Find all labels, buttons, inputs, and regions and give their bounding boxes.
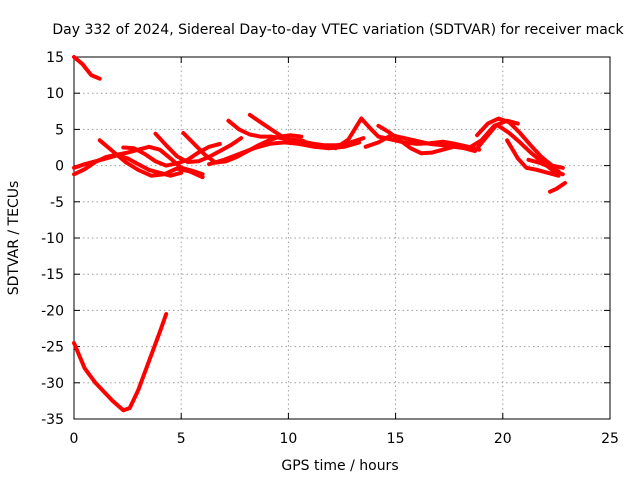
x-tick-label: 10 bbox=[279, 431, 297, 447]
y-tick-label: -15 bbox=[41, 267, 64, 283]
chart-title: Day 332 of 2024, Sidereal Day-to-day VTE… bbox=[52, 22, 624, 38]
y-tick-label: -30 bbox=[41, 376, 64, 392]
x-tick-label: 0 bbox=[70, 431, 79, 447]
series-line-track-a bbox=[72, 55, 102, 81]
y-tick-label: -10 bbox=[41, 231, 64, 247]
x-tick-label: 20 bbox=[494, 431, 512, 447]
series-line-track-s bbox=[548, 181, 567, 194]
series-line-track-j bbox=[247, 112, 366, 148]
series-line-track-q bbox=[505, 138, 561, 178]
series-line-track-b bbox=[72, 312, 169, 413]
series-line-track-g bbox=[153, 131, 244, 164]
y-axis-label: SDTVAR / TECUs bbox=[6, 181, 22, 296]
grid bbox=[74, 57, 610, 419]
x-tick-label: 5 bbox=[177, 431, 186, 447]
y-tick-label: -20 bbox=[41, 303, 64, 319]
y-tick-label: 15 bbox=[46, 50, 64, 66]
y-tick-label: 5 bbox=[55, 122, 64, 138]
x-tick-label: 25 bbox=[601, 431, 619, 447]
x-axis-ticks: 0 5 10 15 20 25 bbox=[70, 57, 619, 447]
series-line-track-f bbox=[121, 141, 222, 168]
series-line-track-m bbox=[376, 123, 499, 156]
series-line-track-r bbox=[526, 157, 561, 174]
x-axis-label: GPS time / hours bbox=[281, 458, 398, 474]
y-tick-label: -25 bbox=[41, 340, 64, 356]
series-line-track-e bbox=[97, 138, 205, 180]
y-tick-label: -35 bbox=[41, 412, 64, 428]
data-series bbox=[72, 55, 567, 413]
y-tick-label: 10 bbox=[46, 86, 64, 102]
y-tick-label: -5 bbox=[50, 195, 64, 211]
series-line-track-n bbox=[363, 118, 520, 151]
y-axis-ticks: 15 10 5 0 -5 -10 -15 -20 -25 -30 -35 bbox=[41, 50, 610, 428]
y-tick-label: 0 bbox=[55, 159, 64, 175]
series-line-track-o bbox=[475, 116, 565, 170]
x-tick-label: 15 bbox=[387, 431, 405, 447]
